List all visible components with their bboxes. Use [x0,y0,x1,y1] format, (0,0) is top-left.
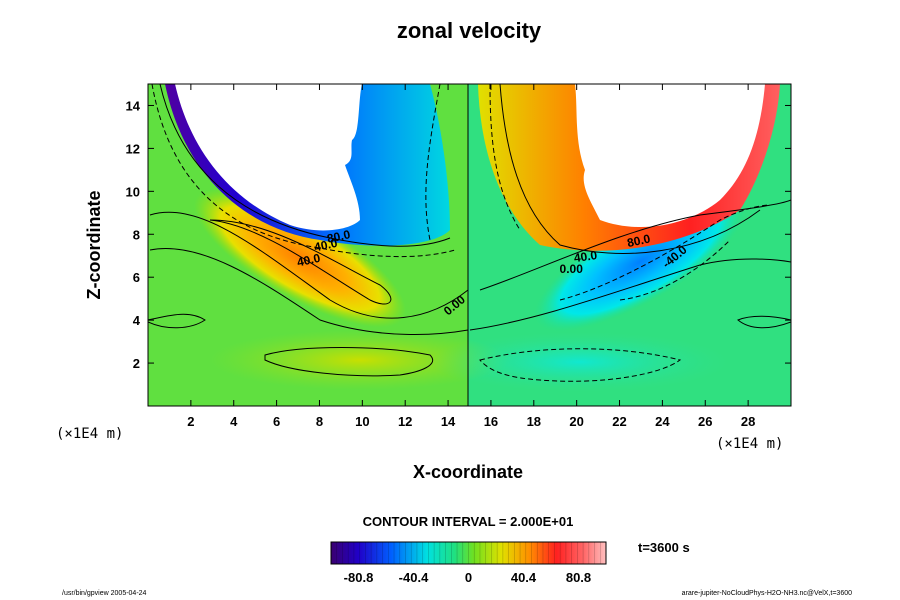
colorbar [330,541,607,565]
y-tick-label: 2 [133,356,140,371]
colorbar-tick-label: 40.4 [511,570,537,585]
colorbar-tick-label: -80.8 [344,570,374,585]
colorbar-tick-label: 0 [465,570,472,585]
contour-label: 40.0 [573,248,598,265]
x-tick-label: 6 [273,414,280,429]
x-tick-label: 22 [612,414,626,429]
x-tick-label: 10 [355,414,369,429]
x-tick-label: 24 [655,414,670,429]
contour-lines-negative [151,84,771,382]
x-tick-label: 8 [316,414,323,429]
y-tick-label: 6 [133,270,140,285]
chart-title: zonal velocity [397,18,542,43]
contour-label: 40.0 [296,251,322,270]
x-tick-label: 28 [741,414,755,429]
x-tick-label: 26 [698,414,712,429]
x-axis-label: X-coordinate [413,462,523,482]
x-axis: 2 4 6 8 10 12 14 16 18 20 22 24 26 28 [187,84,755,429]
x-unit-label: (×1E4 m) [716,436,783,452]
plot-field [148,84,791,406]
x-tick-label: 12 [398,414,412,429]
x-tick-label: 4 [230,414,238,429]
y-tick-label: 8 [133,227,140,242]
contour-label: 40.0 [313,236,339,255]
colorbar-tick-label: 80.8 [566,570,591,585]
y-tick-label: 10 [126,184,140,199]
contour-label: 80.0 [326,227,352,246]
x-tick-label: 2 [187,414,194,429]
z-unit-label: (×1E4 m) [56,426,123,442]
y-tick-label: 12 [126,141,140,156]
contour-label: 0.00 [560,262,584,276]
y-tick-label: 14 [126,98,141,113]
x-tick-label: 14 [441,414,456,429]
footer-left: /usr/bin/gpview 2005-04-24 [62,590,147,597]
footer-right: arare-jupiter-NoCloudPhys-H2O-NH3.nc@Vel… [682,590,852,597]
colorbar-tick-label: -40.4 [399,570,429,585]
plot-frame [147,83,792,407]
y-axis: 2 4 6 8 10 12 14 [126,98,791,371]
y-axis-label: Z-coordinate [84,190,104,299]
contour-interval: CONTOUR INTERVAL = 2.000E+01 [363,514,574,529]
x-tick-label: 16 [484,414,498,429]
y-tick-label: 4 [133,313,141,328]
x-tick-label: 20 [569,414,583,429]
contour-lines [148,84,791,406]
x-tick-label: 18 [527,414,541,429]
contour-label: 80.0 [626,231,652,250]
colorbar-ticks: -80.8 -40.4 0 40.4 80.8 [330,542,607,585]
time-label: t=3600 s [638,540,690,555]
